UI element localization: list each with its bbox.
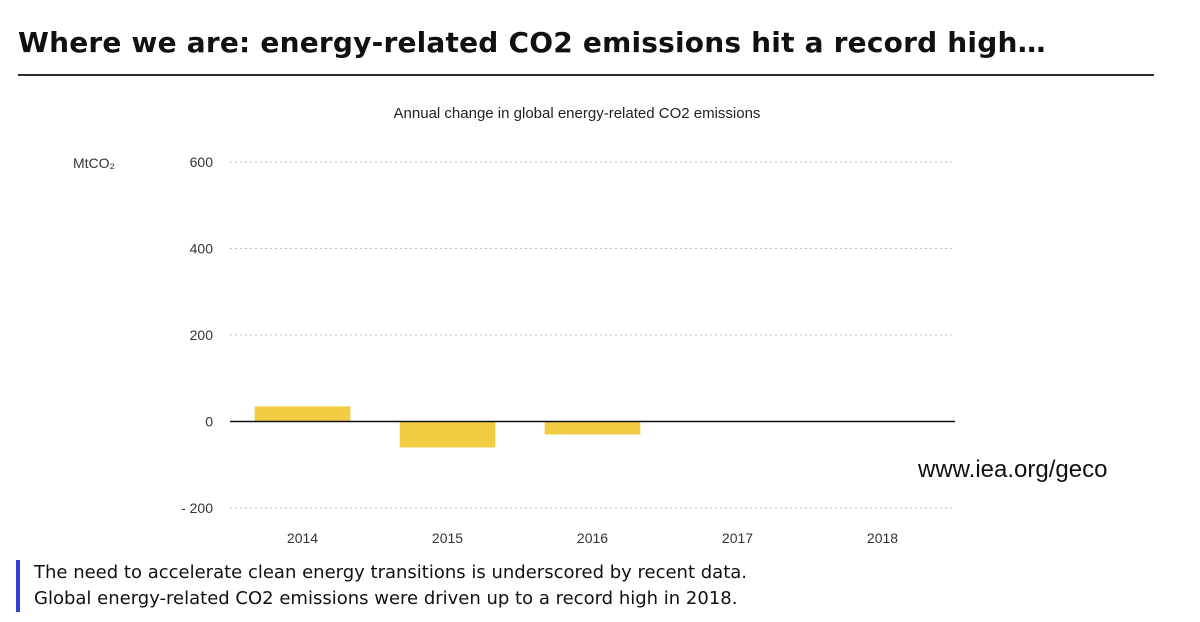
y-tick-label: - 200 bbox=[181, 500, 213, 516]
y-tick-labels: 600 400 200 0 - 200 bbox=[181, 154, 213, 516]
x-tick-label: 2014 bbox=[287, 530, 318, 546]
x-tick-label: 2017 bbox=[722, 530, 753, 546]
source-link[interactable]: www.iea.org/geco bbox=[918, 456, 1108, 483]
x-tick-label: 2018 bbox=[867, 530, 898, 546]
bar-2014 bbox=[254, 406, 351, 422]
y-tick-label: 0 bbox=[205, 414, 213, 430]
x-tick-labels: 2014 2015 2016 2017 2018 bbox=[287, 530, 898, 546]
y-tick-label: 400 bbox=[190, 241, 214, 257]
bar-2015 bbox=[399, 421, 496, 448]
caption-line-1: The need to accelerate clean energy tran… bbox=[34, 562, 748, 583]
title-divider bbox=[18, 74, 1154, 76]
y-tick-label: 600 bbox=[190, 154, 214, 170]
slide-title: Where we are: energy-related CO2 emissio… bbox=[18, 26, 1046, 59]
x-tick-label: 2015 bbox=[432, 530, 463, 546]
y-tick-label: 200 bbox=[190, 327, 214, 343]
x-tick-label: 2016 bbox=[577, 530, 608, 546]
caption-line-2: Global energy-related CO2 emissions were… bbox=[34, 588, 738, 609]
bar-2016 bbox=[544, 421, 641, 435]
y-axis-unit-label: MtCO₂ bbox=[73, 155, 115, 171]
chart-area: Annual change in global energy-related C… bbox=[0, 90, 1200, 560]
bar-chart: Annual change in global energy-related C… bbox=[73, 105, 955, 546]
bars bbox=[254, 406, 641, 448]
caption: The need to accelerate clean energy tran… bbox=[16, 560, 747, 612]
gridlines bbox=[230, 161, 955, 509]
chart-title: Annual change in global energy-related C… bbox=[394, 105, 761, 122]
